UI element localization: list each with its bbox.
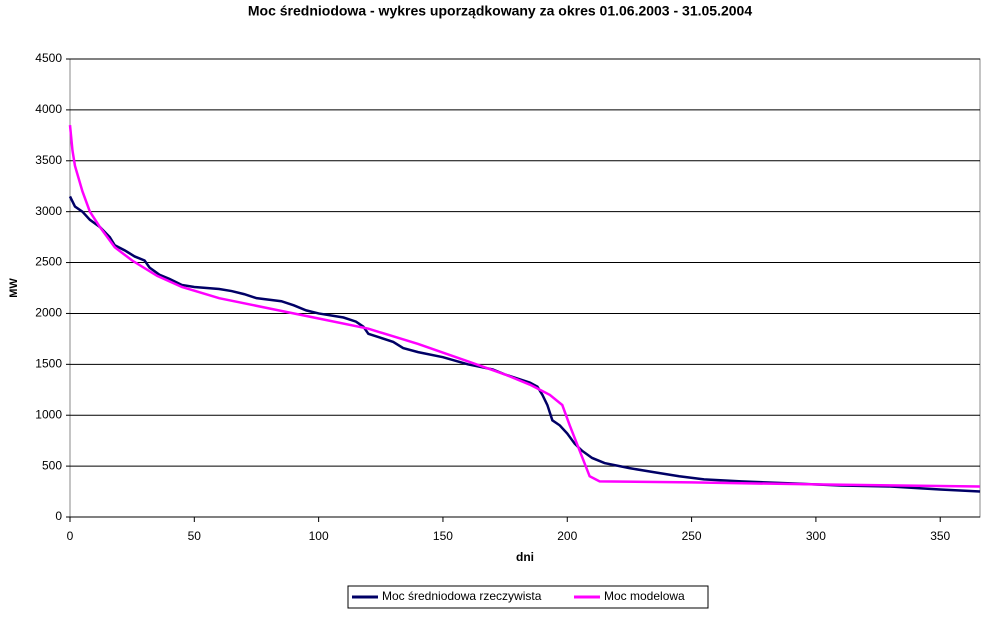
x-tick-label: 0 (67, 529, 74, 543)
legend-box (347, 585, 709, 609)
y-tick-label: 0 (55, 509, 62, 523)
y-tick-label: 2000 (35, 306, 62, 320)
series-line (68, 125, 981, 488)
x-tick-label: 200 (557, 529, 577, 543)
x-axis-label: dni (516, 550, 534, 564)
chart-title: Moc średniodowa - wykres uporządkowany z… (248, 3, 752, 19)
y-tick-label: 1000 (35, 407, 62, 421)
y-axis-label: MW (8, 278, 20, 298)
series-line (68, 195, 981, 493)
legend-label: Moc modelowa (604, 589, 685, 603)
y-tick-label: 3000 (35, 204, 62, 218)
y-tick-label: 3500 (35, 153, 62, 167)
y-tick-label: 2500 (35, 255, 62, 269)
y-tick-label: 1500 (35, 357, 62, 371)
y-tick-label: 4500 (35, 51, 62, 65)
x-tick-label: 100 (309, 529, 329, 543)
x-tick-label: 250 (682, 529, 702, 543)
y-tick-label: 500 (42, 458, 62, 472)
x-tick-label: 300 (806, 529, 826, 543)
x-tick-label: 350 (930, 529, 950, 543)
legend-label: Moc średniodowa rzeczywista (382, 589, 542, 603)
y-tick-label: 4000 (35, 102, 62, 116)
x-tick-label: 150 (433, 529, 453, 543)
x-tick-label: 50 (188, 529, 202, 543)
